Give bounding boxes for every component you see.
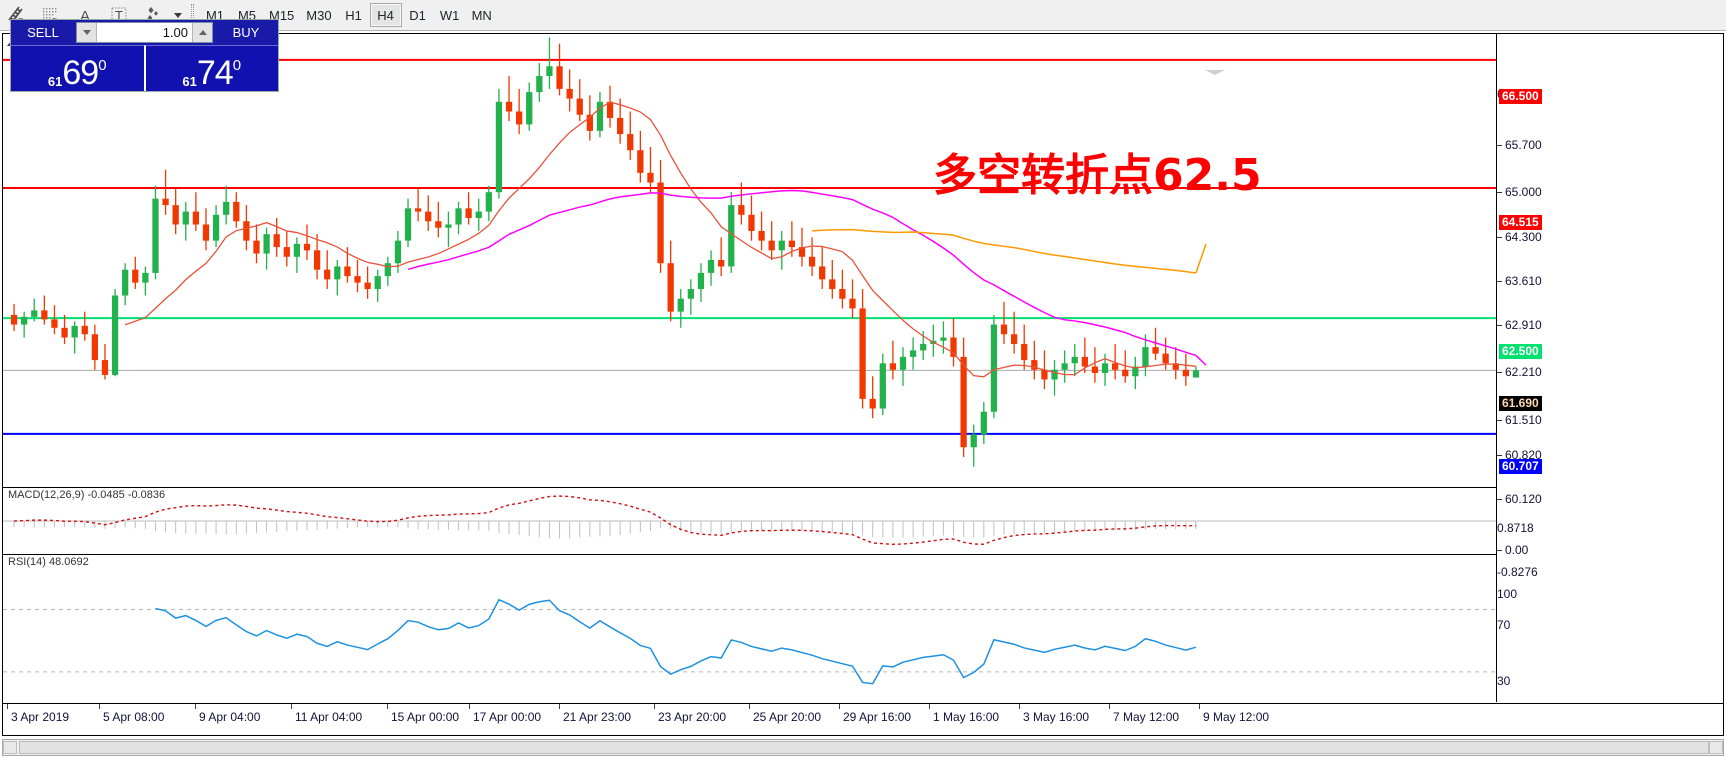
scrollbar-thumb[interactable] xyxy=(19,741,1709,754)
level-label-64-515: 64.515 xyxy=(1499,215,1542,230)
rsi-tick-70: 70 xyxy=(1497,618,1511,632)
time-tick-6 xyxy=(559,704,560,709)
time-label-4: 15 Apr 00:00 xyxy=(391,710,460,724)
time-tick-2 xyxy=(195,704,196,709)
timeframe-m1[interactable]: M1 xyxy=(205,7,225,23)
time-label-8: 25 Apr 20:00 xyxy=(753,710,822,724)
price-tick-62-910: 62.910 xyxy=(1497,318,1542,332)
chart-top-divider xyxy=(1203,62,1227,75)
macd-plot xyxy=(3,495,1496,546)
sell-price-fraction: 0 xyxy=(98,57,107,74)
timeframe-h4[interactable]: H4 xyxy=(369,3,402,27)
time-tick-12 xyxy=(1109,704,1110,709)
price-pane[interactable] xyxy=(3,34,1496,486)
buy-price-main: 74 xyxy=(196,54,234,92)
timeframe-m30[interactable]: M30 xyxy=(306,7,332,23)
time-tick-10 xyxy=(929,704,930,709)
time-tick-7 xyxy=(654,704,655,709)
sell-button[interactable]: SELL xyxy=(11,20,75,45)
volume-decrease-icon[interactable] xyxy=(77,23,97,42)
level-label-62-500: 62.500 xyxy=(1499,344,1542,359)
time-label-2: 9 Apr 04:00 xyxy=(199,710,261,724)
macd-pane[interactable]: MACD(12,26,9) -0.0485 -0.0836 xyxy=(3,487,1496,553)
text-label-tool-icon[interactable]: T xyxy=(102,1,136,30)
volume-stepper[interactable]: 1.00 xyxy=(76,22,213,43)
scroll-left-button[interactable] xyxy=(3,741,17,754)
price-plot xyxy=(3,37,1496,467)
shapes-dropdown-caret-icon[interactable] xyxy=(170,1,186,30)
time-axis[interactable]: 3 Apr 2019 5 Apr 08:00 9 Apr 04:00 11 Apr 0… xyxy=(3,703,1723,735)
time-label-11: 3 May 16:00 xyxy=(1023,710,1090,724)
time-label-1: 5 Apr 08:00 xyxy=(103,710,165,724)
time-tick-0 xyxy=(7,704,8,709)
time-tick-5 xyxy=(469,704,470,709)
toolbar-separator xyxy=(191,4,194,26)
svg-text:A: A xyxy=(80,8,90,25)
price-tick-62-210: 62.210 xyxy=(1497,365,1542,379)
time-label-9: 29 Apr 16:00 xyxy=(843,710,912,724)
horizontal-scrollbar[interactable] xyxy=(2,739,1724,756)
time-label-6: 21 Apr 23:00 xyxy=(563,710,632,724)
macd-tick-upper: 0.8718 xyxy=(1497,521,1534,535)
macd-tick-zero: 0.00 xyxy=(1497,543,1528,557)
rsi-label: RSI(14) 48.0692 xyxy=(8,556,89,568)
timeframe-mn[interactable]: MN xyxy=(471,7,492,23)
timeframe-m5[interactable]: M5 xyxy=(237,7,257,23)
time-label-3: 11 Apr 04:00 xyxy=(295,710,363,724)
time-tick-4 xyxy=(387,704,388,709)
price-tick-64-300: 64.300 xyxy=(1497,230,1542,244)
price-tick-65-700: 65.700 xyxy=(1497,138,1542,152)
time-tick-9 xyxy=(839,704,840,709)
time-tick-3 xyxy=(291,704,292,709)
rsi-pane[interactable]: RSI(14) 48.0692 xyxy=(3,554,1496,702)
timeframe-w1[interactable]: W1 xyxy=(439,7,460,23)
text-tool-icon[interactable]: A xyxy=(68,1,102,30)
trade-controls-row: SELL 1.00 BUY xyxy=(11,20,278,45)
time-label-5: 17 Apr 00:00 xyxy=(473,710,542,724)
price-tick-60-820: 60.820 xyxy=(1497,448,1542,462)
sell-price-prefix: 61 xyxy=(47,74,63,89)
price-axis-divider xyxy=(1496,34,1497,702)
price-tick-61-510: 61.510 xyxy=(1497,413,1542,427)
buy-button[interactable]: BUY xyxy=(214,20,278,45)
timeframe-m15[interactable]: M15 xyxy=(269,7,295,23)
time-tick-11 xyxy=(1019,704,1020,709)
time-tick-1 xyxy=(99,704,100,709)
timeframe-d1[interactable]: D1 xyxy=(409,7,426,23)
buy-price-prefix: 61 xyxy=(182,74,197,89)
time-tick-13 xyxy=(1199,704,1200,709)
time-label-7: 23 Apr 20:00 xyxy=(658,710,727,724)
time-label-0: 3 Apr 2019 xyxy=(11,710,70,724)
price-tick-63-610: 63.610 xyxy=(1497,274,1542,288)
current-price-label-61-690: 61.690 xyxy=(1499,396,1542,411)
time-tick-8 xyxy=(749,704,750,709)
chart-annotation-text: 多空转折点62.5 xyxy=(933,150,1262,201)
sell-price-main: 69 xyxy=(62,54,99,92)
macd-label: MACD(12,26,9) -0.0485 -0.0836 xyxy=(8,489,166,501)
time-label-12: 7 May 12:00 xyxy=(1113,710,1180,724)
one-click-trading-panel[interactable]: SELL 1.00 BUY 61 69 0 61 74 0 xyxy=(10,19,279,92)
chart-window[interactable]: USOil-,H4 61.580 61.750 61.580 61.690 多空… xyxy=(2,33,1724,736)
time-label-13: 9 May 12:00 xyxy=(1203,710,1270,724)
scroll-right-button[interactable] xyxy=(1709,741,1723,754)
price-tick-65-000: 65.000 xyxy=(1497,185,1542,199)
buy-price-display[interactable]: 61 74 0 xyxy=(143,45,278,92)
timeframe-h1[interactable]: H1 xyxy=(345,7,362,23)
buy-price-fraction: 0 xyxy=(232,57,242,74)
level-label-60-707: 60.707 xyxy=(1499,459,1542,474)
macd-tick-lower: -0.8276 xyxy=(1497,565,1538,579)
rsi-plot xyxy=(3,598,1496,685)
volume-input[interactable]: 1.00 xyxy=(162,25,188,40)
rsi-tick-100: 100 xyxy=(1497,587,1518,601)
level-label-66-500: 66.500 xyxy=(1499,89,1542,104)
sell-price-display[interactable]: 61 69 0 xyxy=(11,45,144,91)
trade-prices-row: 61 69 0 61 74 0 xyxy=(11,45,278,91)
volume-increase-icon[interactable] xyxy=(192,23,212,42)
svg-text:T: T xyxy=(115,8,123,23)
rsi-tick-30: 30 xyxy=(1497,674,1511,688)
time-label-10: 1 May 16:00 xyxy=(933,710,1000,724)
price-axis[interactable]: 66.500 65.700 65.000 64.300 63.610 62.91… xyxy=(1497,34,1725,702)
price-tick-60-120: 60.120 xyxy=(1497,492,1542,506)
main-toolbar: E F A T M1 M5 M15 M30 H1 H4 D1 W1 MN xyxy=(0,0,1726,31)
